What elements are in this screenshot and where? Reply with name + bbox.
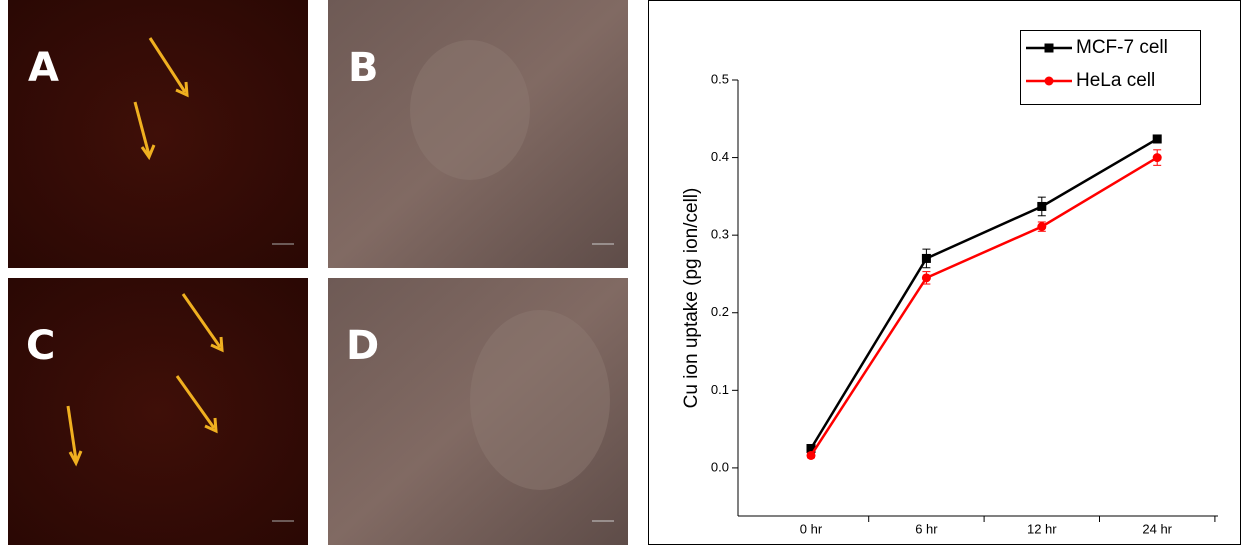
panel-label: D bbox=[346, 323, 379, 369]
micrograph-d bbox=[328, 278, 628, 545]
y-tick-label: 0.4 bbox=[711, 149, 729, 164]
x-tick-label: 12 hr bbox=[1027, 521, 1057, 536]
data-point bbox=[1153, 134, 1162, 143]
data-point bbox=[922, 254, 931, 263]
y-tick-label: 0.0 bbox=[711, 459, 729, 474]
x-tick-label: 0 hr bbox=[800, 521, 823, 536]
y-axis-label: Cu ion uptake (pg ion/cell) bbox=[681, 188, 702, 409]
legend-marker bbox=[1045, 77, 1054, 86]
panel-label: C bbox=[26, 323, 55, 369]
panel-label: A bbox=[28, 45, 59, 91]
legend-label: MCF-7 cell bbox=[1076, 37, 1168, 58]
micrograph-c bbox=[8, 278, 308, 545]
data-point bbox=[1153, 153, 1162, 162]
data-point bbox=[1037, 202, 1046, 211]
y-tick-label: 0.3 bbox=[711, 227, 729, 242]
data-point bbox=[807, 451, 816, 460]
data-point bbox=[1037, 222, 1046, 231]
micrograph-b bbox=[328, 0, 628, 268]
x-tick-label: 6 hr bbox=[915, 521, 938, 536]
figure: A B C D Cu ion uptake (pg ion/cell) 0.0 0… bbox=[0, 0, 1241, 545]
y-tick-label: 0.2 bbox=[711, 304, 729, 319]
micrograph-a bbox=[8, 0, 308, 268]
y-tick-label: 0.1 bbox=[711, 382, 729, 397]
y-tick-label: 0.5 bbox=[711, 71, 729, 86]
legend-label: HeLa cell bbox=[1076, 70, 1155, 91]
x-tick-label: 24 hr bbox=[1142, 521, 1172, 536]
panel-label: B bbox=[348, 45, 379, 91]
legend-marker bbox=[1045, 44, 1054, 53]
data-point bbox=[922, 273, 931, 282]
